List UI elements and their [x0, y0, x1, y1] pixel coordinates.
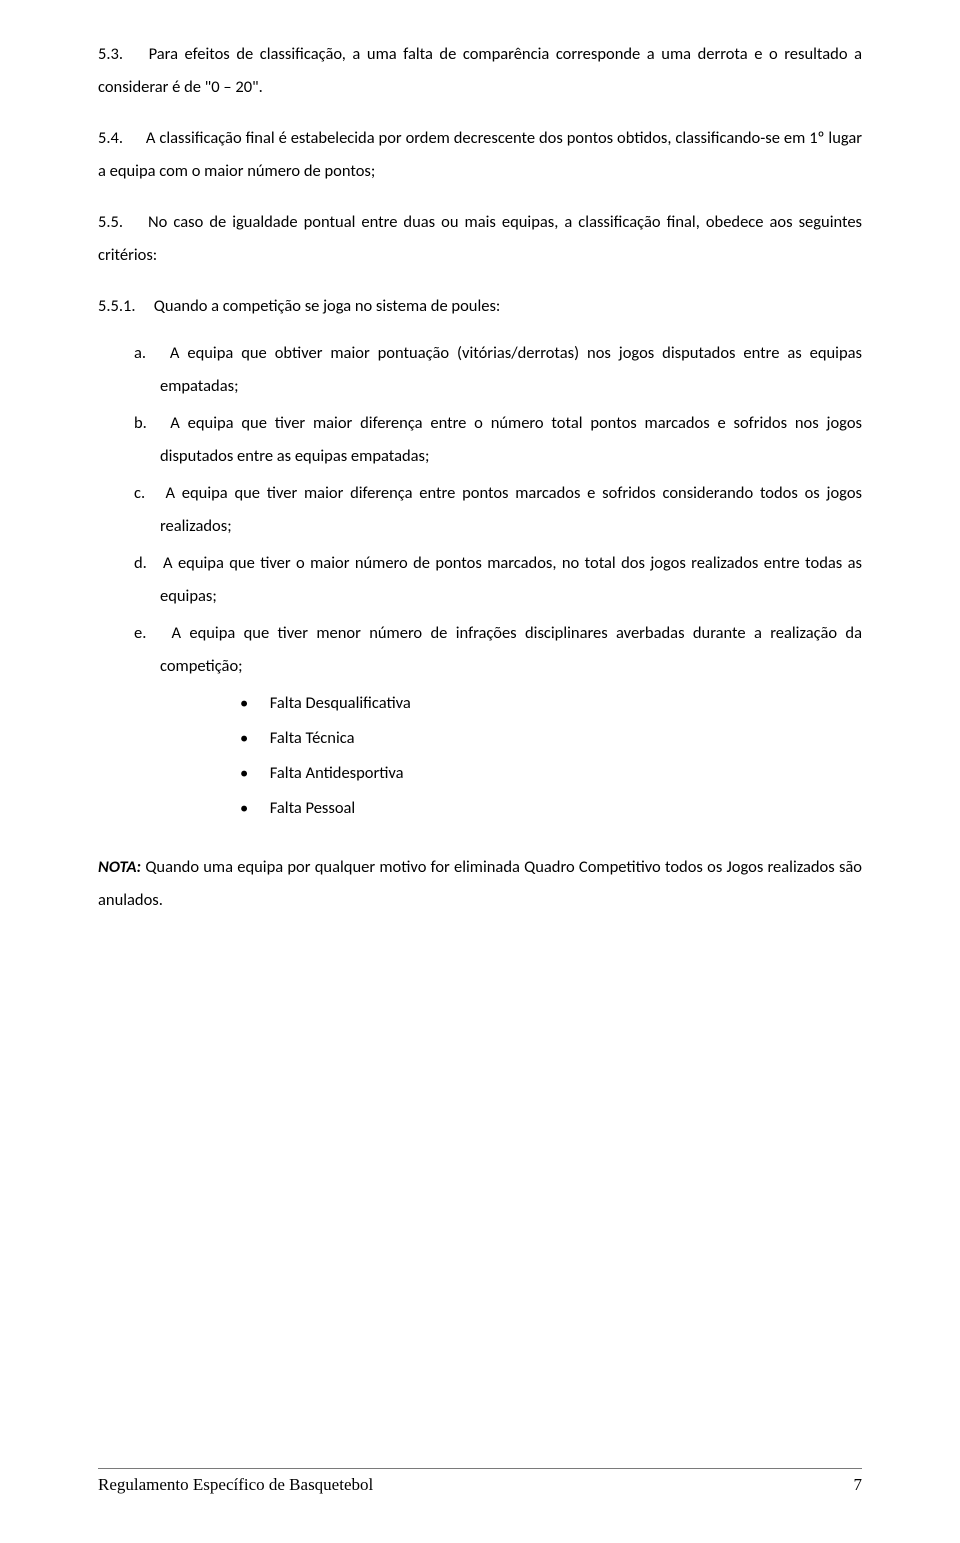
item-label: c. [134, 483, 145, 503]
nota-paragraph: NOTA: Quando uma equipa por qualquer mot… [98, 851, 862, 917]
list-item-b: b. A equipa que tiver maior diferença en… [98, 407, 862, 473]
clause-text: No caso de igualdade pontual entre duas … [98, 212, 862, 265]
page-footer: Regulamento Específico de Basquetebol 7 [98, 1468, 862, 1495]
clause-text: A classificação final é estabelecida por… [98, 128, 862, 181]
list-item-a: a. A equipa que obtiver maior pontuação … [98, 337, 862, 403]
bullet-falta-desqualificativa: Falta Desqualificativa [98, 687, 862, 720]
item-text: A equipa que tiver menor número de infra… [160, 623, 862, 676]
clause-5-4: 5.4. A classificação final é estabelecid… [98, 122, 862, 188]
item-label: e. [134, 623, 146, 643]
clause-number: 5.5.1. [98, 290, 150, 323]
nota-label: NOTA: [98, 857, 141, 877]
page-number: 7 [854, 1475, 863, 1495]
bullet-text: Falta Desqualificativa [270, 693, 411, 713]
bullet-text: Falta Antidesportiva [270, 763, 404, 783]
bullet-falta-pessoal: Falta Pessoal [98, 792, 862, 825]
clause-text: Para efeitos de classificação, a uma fal… [98, 44, 862, 97]
item-text: A equipa que tiver o maior número de pon… [160, 553, 862, 606]
item-text: A equipa que tiver maior diferença entre… [160, 413, 862, 466]
clause-number: 5.3. [98, 38, 142, 71]
clause-5-3: 5.3. Para efeitos de classificação, a um… [98, 38, 862, 104]
clause-5-5: 5.5. No caso de igualdade pontual entre … [98, 206, 862, 272]
clause-text: Quando a competição se joga no sistema d… [154, 296, 501, 316]
item-text: A equipa que tiver maior diferença entre… [160, 483, 862, 536]
bullet-text: Falta Técnica [270, 728, 355, 748]
footer-title: Regulamento Específico de Basquetebol [98, 1475, 373, 1495]
bullet-text: Falta Pessoal [270, 798, 356, 818]
list-item-c: c. A equipa que tiver maior diferença en… [98, 477, 862, 543]
nota-text: Quando uma equipa por qualquer motivo fo… [98, 857, 862, 910]
list-item-e: e. A equipa que tiver menor número de in… [98, 617, 862, 683]
item-label: d. [134, 553, 147, 573]
clause-5-5-1: 5.5.1. Quando a competição se joga no si… [98, 290, 862, 323]
bullet-falta-antidesportiva: Falta Antidesportiva [98, 757, 862, 790]
bullet-falta-tecnica: Falta Técnica [98, 722, 862, 755]
clause-number: 5.4. [98, 122, 142, 155]
clause-number: 5.5. [98, 206, 142, 239]
item-text: A equipa que obtiver maior pontuação (vi… [160, 343, 862, 396]
list-item-d: d. A equipa que tiver o maior número de … [98, 547, 862, 613]
item-label: a. [134, 343, 146, 363]
document-body: 5.3. Para efeitos de classificação, a um… [98, 38, 862, 917]
item-label: b. [134, 413, 147, 433]
